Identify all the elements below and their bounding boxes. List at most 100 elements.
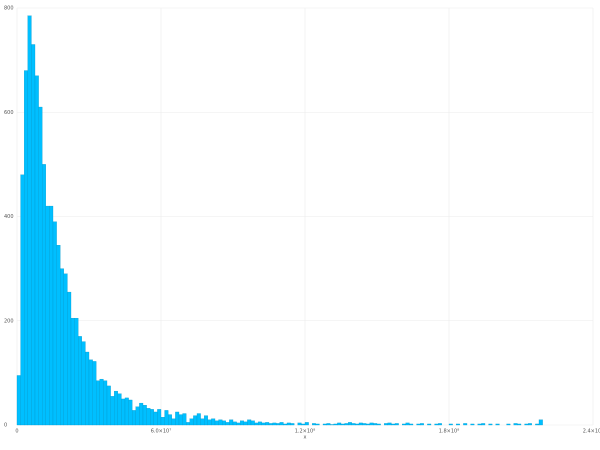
bar [330, 424, 334, 426]
bar [373, 423, 378, 426]
bar [142, 405, 147, 426]
x-tick-label: 0 [15, 429, 18, 435]
bar [538, 419, 543, 426]
y-tick-label: 400 [4, 214, 14, 220]
bar [348, 422, 352, 426]
bar [448, 423, 453, 426]
y-tick-label: 0 [4, 423, 7, 429]
bar [394, 423, 399, 426]
bar [63, 273, 68, 426]
bar [272, 422, 277, 426]
bar [45, 205, 50, 426]
bar [24, 70, 28, 426]
bar [78, 336, 82, 426]
bar [333, 423, 338, 426]
bar [218, 419, 223, 426]
bar [103, 380, 108, 426]
bar [240, 420, 244, 426]
x-axis-label: x [304, 435, 307, 441]
bar [38, 106, 43, 426]
bar [369, 422, 374, 426]
bar [463, 423, 468, 426]
bar [362, 423, 367, 426]
bar [96, 380, 100, 426]
bar [81, 341, 86, 426]
y-tick-label: 200 [4, 318, 14, 324]
bar [135, 406, 140, 426]
bar [214, 420, 219, 426]
bar [366, 423, 370, 426]
bar [535, 423, 540, 426]
bar [153, 411, 158, 426]
bar [438, 423, 442, 426]
bar [232, 421, 237, 426]
bar [528, 423, 532, 426]
bar [157, 409, 162, 426]
bar [250, 420, 255, 426]
bar [92, 361, 97, 426]
y-tick-label: 600 [4, 110, 14, 116]
bar [85, 351, 90, 426]
bar [225, 422, 230, 426]
bar [207, 419, 212, 426]
bar [178, 414, 183, 426]
bar [146, 408, 151, 426]
bar [236, 422, 241, 426]
bar [67, 291, 72, 426]
bar [16, 375, 21, 426]
bar [304, 422, 309, 426]
bar [34, 75, 39, 426]
bar [196, 413, 201, 426]
bar [88, 359, 93, 426]
bar [99, 378, 104, 426]
bar [222, 420, 226, 426]
bar [506, 423, 511, 426]
bar [283, 423, 288, 426]
bar [513, 423, 518, 426]
bar [193, 415, 198, 426]
bar [60, 268, 64, 426]
bar [128, 399, 133, 426]
bar [290, 423, 295, 426]
bar [358, 422, 363, 426]
bar [351, 423, 356, 426]
bar [340, 423, 345, 426]
bar [402, 423, 406, 426]
bar [121, 398, 126, 426]
bar [355, 423, 360, 426]
bar [106, 385, 111, 426]
bar [132, 410, 136, 426]
bar [409, 423, 414, 426]
bar [434, 423, 439, 426]
bar [114, 390, 118, 426]
bar [164, 410, 169, 426]
bar [186, 422, 190, 426]
bar [322, 423, 327, 426]
bar [420, 423, 424, 426]
bar [276, 423, 280, 426]
bar [326, 423, 331, 426]
bar [376, 423, 381, 426]
bar [456, 423, 460, 426]
bar [344, 423, 349, 426]
bar [384, 423, 388, 426]
bar [243, 421, 248, 426]
bar [268, 423, 273, 426]
bar [481, 423, 486, 426]
bar [124, 397, 129, 426]
bar [49, 205, 54, 426]
bar [297, 422, 302, 426]
bar [477, 423, 482, 426]
bar [470, 423, 475, 426]
x-tick-label: 6.0×10⁷ [151, 429, 172, 435]
bar [312, 423, 316, 426]
bar [247, 419, 252, 426]
bar [42, 164, 46, 426]
bar [150, 409, 154, 426]
bar [204, 415, 208, 426]
bar [171, 418, 176, 426]
bar [74, 317, 79, 426]
bar [524, 423, 529, 426]
bar [182, 413, 187, 426]
